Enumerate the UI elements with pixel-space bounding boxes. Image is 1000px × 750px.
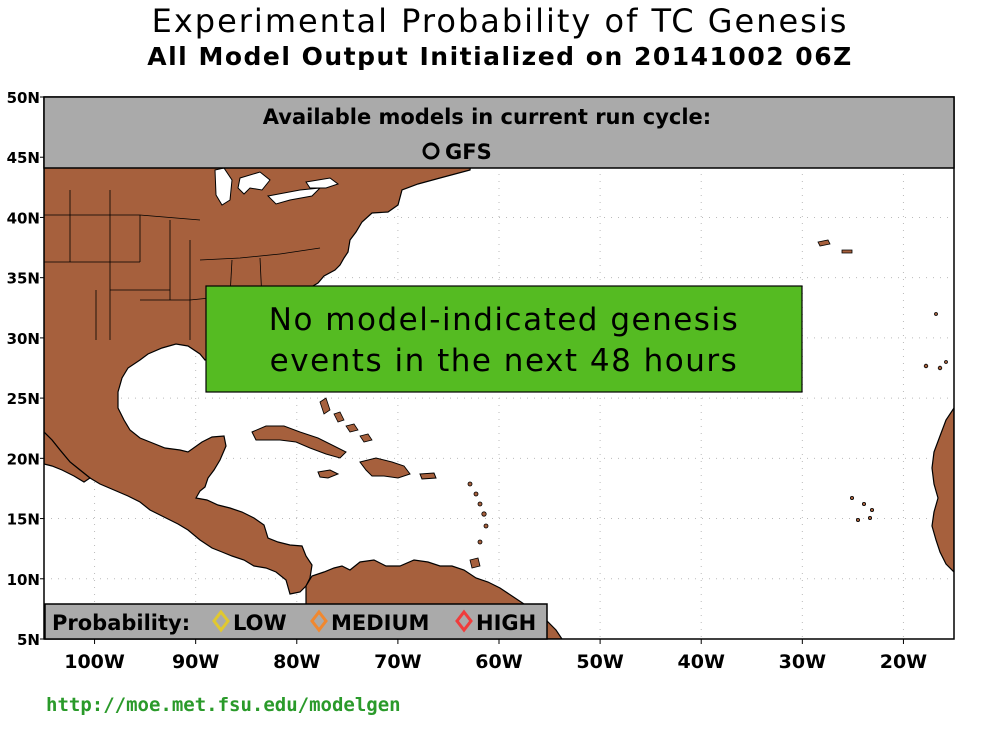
lat-label: 35N — [7, 270, 40, 288]
lon-label: 100W — [64, 651, 125, 673]
lon-label: 50W — [576, 651, 623, 673]
land-africa — [931, 406, 954, 573]
lon-label: 70W — [374, 651, 421, 673]
legend-high-label: HIGH — [476, 611, 536, 635]
lat-label: 40N — [7, 209, 40, 227]
model-gfs-label: GFS — [445, 140, 492, 164]
legend-label: Probability: — [52, 611, 190, 635]
lon-label: 80W — [273, 651, 320, 673]
land-baja — [44, 431, 92, 483]
land-bahamas — [319, 397, 373, 443]
land-north-america — [44, 97, 481, 595]
lat-label: 20N — [7, 450, 40, 468]
message-line-2: events in the next 48 hours — [270, 343, 739, 379]
land-puerto-rico — [419, 472, 437, 480]
legend-low-label: LOW — [233, 611, 287, 635]
no-genesis-message-box — [205, 285, 803, 393]
source-url[interactable]: http://moe.met.fsu.edu/modelgen — [46, 694, 401, 716]
models-panel-heading: Available models in current run cycle: — [263, 105, 711, 129]
longitude-labels: 100W 90W 80W 70W 60W 50W 40W 30W 20W — [64, 639, 927, 673]
great-lakes — [214, 167, 340, 206]
medium-diamond-icon — [310, 609, 328, 633]
lat-label: 5N — [17, 631, 40, 649]
gfs-marker-icon — [422, 142, 440, 160]
probability-legend — [44, 603, 548, 640]
land-trinidad — [469, 557, 481, 569]
map-subtitle: All Model Output Initialized on 20141002… — [147, 42, 853, 71]
low-diamond-icon — [212, 609, 230, 633]
lat-label: 25N — [7, 390, 40, 408]
land-cuba — [251, 425, 347, 459]
high-diamond-icon — [455, 609, 473, 633]
lon-label: 60W — [475, 651, 522, 673]
land-atlantic-islands — [817, 239, 948, 523]
lat-label: 10N — [7, 571, 40, 589]
lon-label: 90W — [172, 651, 219, 673]
lon-label: 20W — [880, 651, 927, 673]
lat-label: 15N — [7, 511, 40, 529]
land-jamaica — [317, 469, 340, 479]
lat-label: 50N — [7, 89, 40, 107]
land-lesser-antilles — [467, 481, 489, 545]
lat-label: 30N — [7, 330, 40, 348]
state-borders — [44, 190, 321, 340]
models-panel — [43, 96, 955, 169]
latitude-labels: 50N 45N 40N 35N 30N 25N 20N 15N 10N 5N — [7, 89, 44, 649]
lon-label: 40W — [678, 651, 725, 673]
map-title: Experimental Probability of TC Genesis — [151, 2, 849, 40]
land-hispaniola — [359, 457, 411, 479]
message-line-1: No model-indicated genesis — [269, 302, 739, 338]
lon-label: 30W — [779, 651, 826, 673]
lat-label: 45N — [7, 149, 40, 167]
legend-medium-label: MEDIUM — [331, 611, 429, 635]
